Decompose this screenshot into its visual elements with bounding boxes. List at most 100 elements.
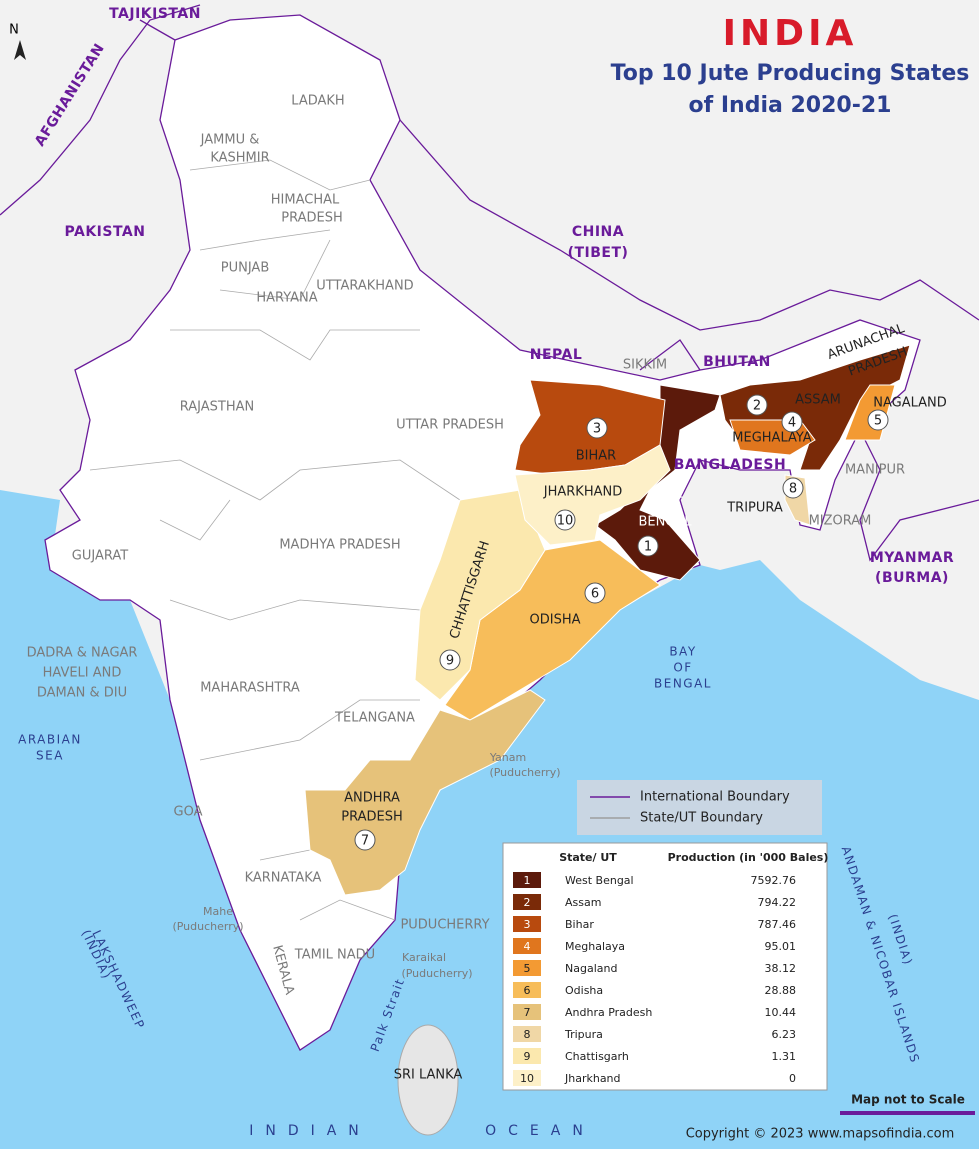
table-rank: 3 xyxy=(524,918,531,931)
boundary-legend-label: International Boundary xyxy=(640,790,790,805)
table-production: 10.44 xyxy=(765,1006,797,1019)
table-swatch xyxy=(513,938,541,954)
states-label: HIMACHAL xyxy=(271,193,340,208)
table-rank: 2 xyxy=(524,896,531,909)
table-production: 38.12 xyxy=(765,962,797,975)
rank-marker xyxy=(637,535,659,557)
rank-marker xyxy=(586,417,608,439)
table-swatch xyxy=(513,872,541,888)
highlighted-label: PRADESH xyxy=(341,810,403,825)
table-state: Nagaland xyxy=(565,962,617,975)
small-label: (Puducherry) xyxy=(401,967,472,980)
water-label: ARABIAN xyxy=(18,733,82,747)
table-header: Production (in '000 Bales) xyxy=(668,851,829,864)
copyright: Copyright © 2023 www.mapsofindia.com xyxy=(686,1127,955,1142)
rank-number: 6 xyxy=(591,587,599,602)
rank-number: 1 xyxy=(644,540,652,555)
island-label: SRI LANKA xyxy=(394,1068,463,1083)
compass-label: N xyxy=(9,23,19,38)
countries-label: CHINA xyxy=(572,224,624,240)
small-label: Yanam xyxy=(489,751,526,764)
highlighted-label: BENGAL xyxy=(638,515,692,530)
highlighted-label: TRIPURA xyxy=(726,501,783,516)
table-swatch xyxy=(513,1048,541,1064)
table-header: State/ UT xyxy=(559,851,617,864)
water-label: OF xyxy=(673,661,692,675)
highlighted-label: NAGALAND xyxy=(873,396,947,411)
table-state: Tripura xyxy=(564,1028,603,1041)
table-production: 787.46 xyxy=(758,918,797,931)
scale-note: Map not to Scale xyxy=(851,1093,965,1107)
table-production: 0 xyxy=(789,1072,796,1085)
table-swatch xyxy=(513,1004,541,1020)
table-production: 1.31 xyxy=(772,1050,797,1063)
table-state: Assam xyxy=(565,896,601,909)
states-label: PRADESH xyxy=(281,211,343,226)
states-label: TAMIL NADU xyxy=(294,948,375,963)
table-state: Andhra Pradesh xyxy=(565,1006,652,1019)
states-label: MIZORAM xyxy=(809,514,872,529)
rank-marker xyxy=(554,509,576,531)
rank-number: 5 xyxy=(874,414,882,429)
subtitle: Top 10 Jute Producing States xyxy=(611,61,970,86)
rank-marker xyxy=(584,582,606,604)
table-rank: 10 xyxy=(520,1072,534,1085)
highlighted-label: JHARKHAND xyxy=(543,485,622,500)
table-production: 95.01 xyxy=(765,940,797,953)
small-label: (Puducherry) xyxy=(172,920,243,933)
table-state: West Bengal xyxy=(565,874,634,887)
table-state: Jharkhand xyxy=(564,1072,621,1085)
table-state: Bihar xyxy=(565,918,594,931)
states-label: UTTAR PRADESH xyxy=(396,418,504,433)
table-state: Chattisgarh xyxy=(565,1050,629,1063)
states-label: RAJASTHAN xyxy=(180,400,254,415)
countries-label: TAJIKISTAN xyxy=(109,6,201,22)
highlighted-label: BIHAR xyxy=(576,449,616,464)
highlighted-label: ODISHA xyxy=(530,613,581,628)
table-rank: 9 xyxy=(524,1050,531,1063)
table-state: Meghalaya xyxy=(565,940,625,953)
states-label: KARNATAKA xyxy=(245,871,322,886)
table-state: Odisha xyxy=(565,984,603,997)
table-swatch xyxy=(513,982,541,998)
states-label: MAHARASHTRA xyxy=(200,681,300,696)
highlighted-label: MEGHALAYA xyxy=(732,431,812,446)
states-label: SIKKIM xyxy=(623,358,667,373)
water-label: SEA xyxy=(36,749,64,763)
rank-marker xyxy=(781,411,803,433)
states-label: LADAKH xyxy=(291,94,344,109)
international-boundary xyxy=(0,4,979,562)
title: INDIA xyxy=(723,13,858,54)
states-label: UTTARAKHAND xyxy=(316,279,413,294)
small-label: Mahe xyxy=(203,905,233,918)
countries-label: BHUTAN xyxy=(703,354,771,370)
rank-number: 2 xyxy=(753,399,761,414)
rank-number: 9 xyxy=(446,654,454,669)
rank-number: 8 xyxy=(789,482,797,497)
countries-label: MYANMAR xyxy=(870,550,954,566)
states-label: HAVELI AND xyxy=(43,666,122,681)
state-area xyxy=(514,444,671,546)
rank-number: 4 xyxy=(788,416,796,431)
highlighted-label: ANDHRA xyxy=(344,791,400,806)
table-production: 28.88 xyxy=(765,984,797,997)
table-production: 7592.76 xyxy=(751,874,797,887)
compass-arrow xyxy=(14,40,26,60)
states-label: PUDUCHERRY xyxy=(400,918,489,933)
states-label: MANIPUR xyxy=(845,463,905,478)
states-label: DAMAN & DIU xyxy=(37,686,127,701)
table-swatch xyxy=(513,960,541,976)
water-label: BAY xyxy=(669,645,696,659)
states-label: DADRA & NAGAR xyxy=(27,646,138,661)
small-label: (Puducherry) xyxy=(489,766,560,779)
production-table xyxy=(502,842,828,1091)
countries-label: NEPAL xyxy=(530,347,583,363)
countries-label: (BURMA) xyxy=(875,570,949,586)
table-rank: 6 xyxy=(524,984,531,997)
small-label: Karaikal xyxy=(402,951,446,964)
highlighted-label: ASSAM xyxy=(795,393,841,408)
table-rank: 4 xyxy=(524,940,531,953)
rank-marker xyxy=(439,649,461,671)
ocean-label: INDIAN xyxy=(249,1123,371,1139)
